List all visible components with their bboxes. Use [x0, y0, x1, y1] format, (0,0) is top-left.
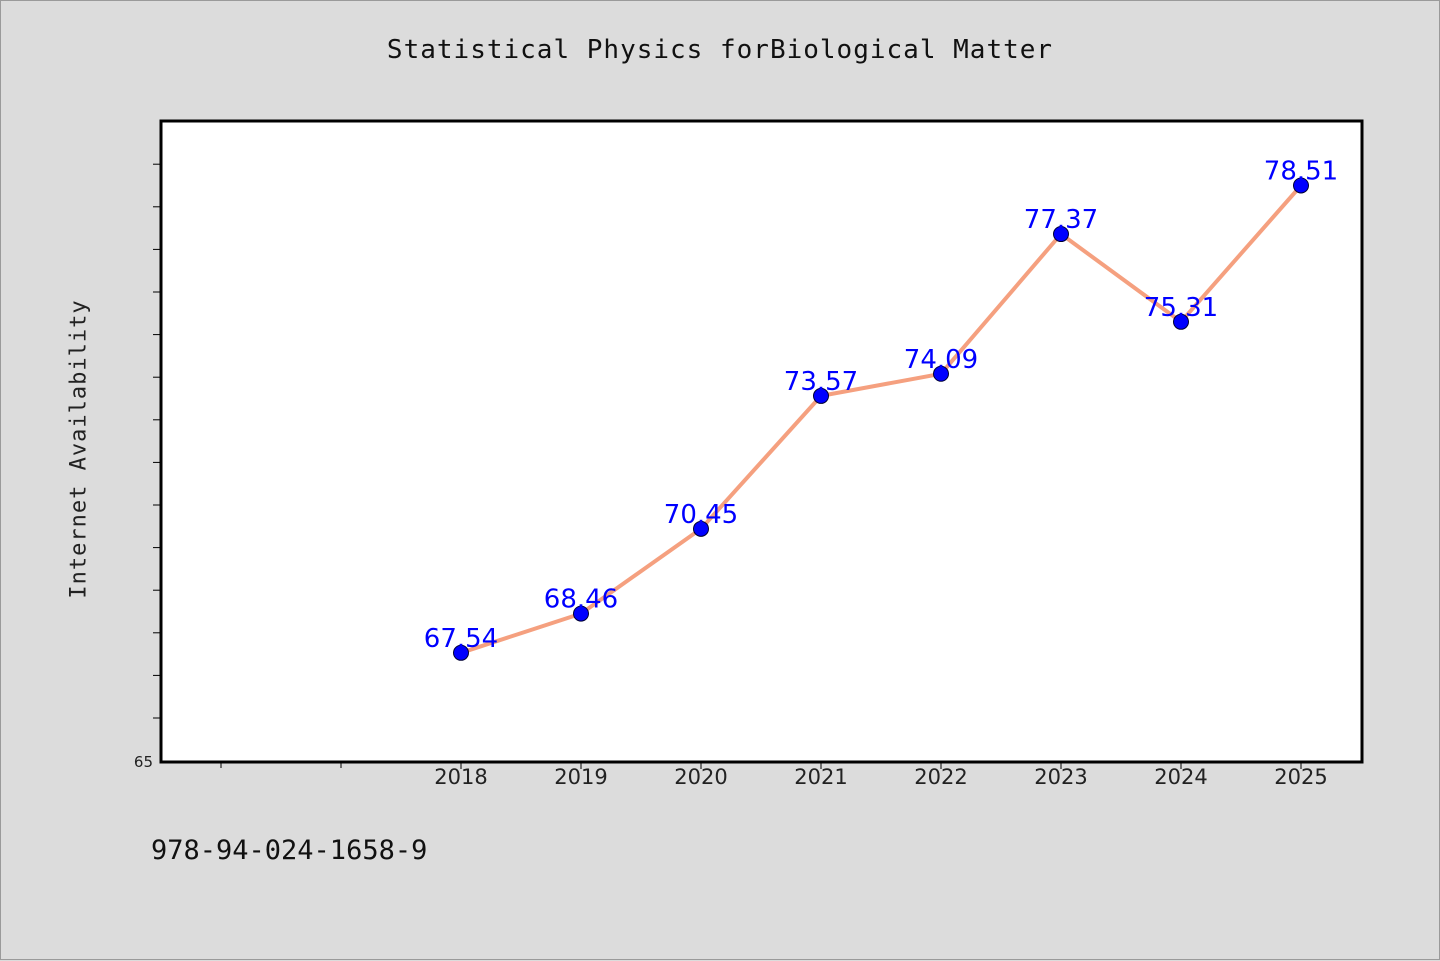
data-point: [813, 387, 829, 404]
x-tick-label: 2019: [554, 765, 607, 789]
data-label: 74.09: [904, 345, 978, 375]
data-label: 68.46: [544, 585, 618, 615]
x-tick-label: 2021: [794, 765, 847, 789]
data-label: 75.31: [1144, 293, 1218, 323]
data-point: [933, 365, 949, 382]
x-tick-label: 2020: [674, 765, 727, 789]
data-label: 67.54: [424, 624, 498, 654]
isbn-text: 978-94-024-1658-9: [151, 835, 428, 866]
x-tick-label: 2025: [1274, 765, 1327, 789]
data-label: 73.57: [784, 367, 858, 397]
data-point: [1053, 226, 1069, 243]
series-line: [460, 184, 1303, 655]
data-point: [453, 644, 469, 661]
x-tick-label: 2022: [914, 765, 967, 789]
data-label: 70.45: [664, 500, 738, 530]
plot-area: [159, 119, 1364, 764]
data-point: [1293, 177, 1309, 194]
data-label: 78.51: [1264, 156, 1338, 186]
data-point: [573, 605, 589, 622]
x-tick-label: 2023: [1034, 765, 1087, 789]
x-tick-label: 2024: [1154, 765, 1207, 789]
data-point: [1173, 313, 1189, 330]
y-tick-label: 65: [134, 753, 153, 771]
chart-title: Statistical Physics forBiological Matter: [386, 35, 1054, 65]
data-point: [693, 520, 709, 537]
x-tick-label: 2018: [434, 765, 487, 789]
data-label: 77.37: [1024, 205, 1098, 235]
